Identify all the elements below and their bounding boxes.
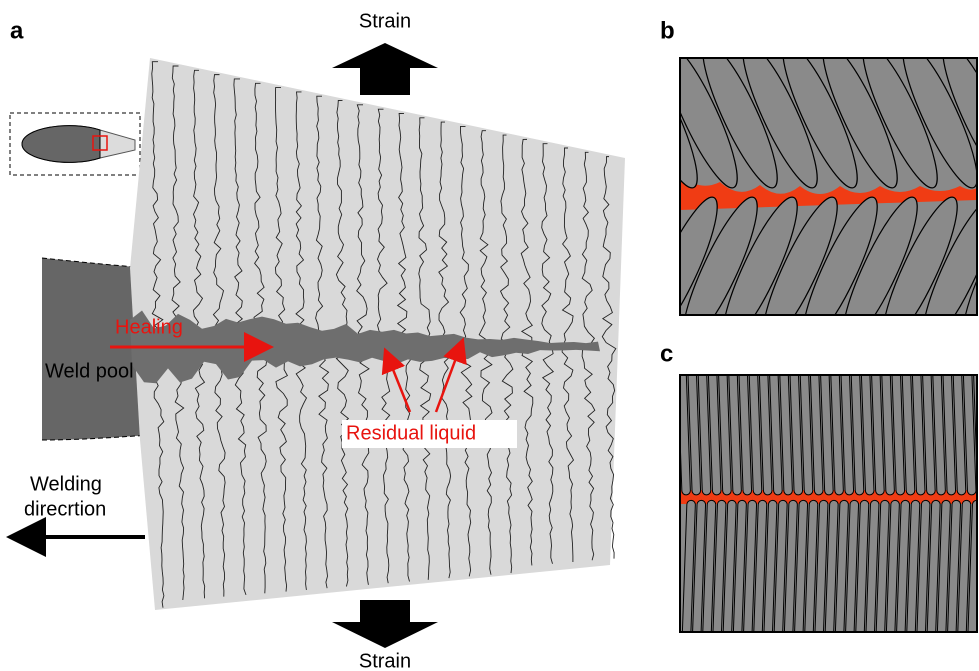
grain — [870, 375, 885, 496]
grain — [753, 499, 768, 632]
grain — [921, 375, 936, 496]
grain — [881, 375, 895, 496]
grain — [932, 375, 946, 496]
grain — [901, 375, 916, 496]
weld-pool — [42, 258, 150, 440]
annotation: Weld pool — [45, 360, 134, 382]
grain — [809, 375, 824, 496]
strain-arrow — [332, 600, 438, 648]
grain — [842, 196, 918, 315]
panel-frame — [679, 374, 978, 633]
annotation: Welding — [30, 473, 102, 495]
grain — [850, 375, 865, 496]
grain — [722, 499, 737, 632]
grain — [691, 499, 707, 632]
grain — [732, 499, 747, 632]
grain — [789, 375, 804, 496]
grain — [680, 196, 718, 315]
grain — [763, 499, 778, 632]
dendrite — [581, 151, 596, 561]
grain — [840, 375, 855, 496]
grain — [834, 499, 849, 632]
grain — [680, 58, 738, 189]
grain — [783, 499, 798, 632]
grain — [830, 375, 844, 496]
grain — [722, 196, 798, 315]
annotation: Strain — [359, 650, 411, 671]
grain — [793, 499, 809, 632]
grain — [946, 499, 962, 632]
grain — [782, 58, 858, 189]
dendrite — [601, 156, 617, 559]
inset-marker — [92, 135, 108, 151]
grain — [773, 499, 788, 632]
grain — [926, 499, 941, 632]
panel-label: a — [10, 17, 24, 44]
grain — [906, 499, 921, 632]
inset-pool — [21, 125, 101, 163]
grain — [911, 375, 926, 496]
grain — [768, 375, 783, 496]
panel-label: b — [660, 17, 675, 44]
pointer-arrow — [434, 337, 467, 413]
grain — [702, 499, 717, 632]
annotation: Strain — [359, 10, 411, 32]
grain — [802, 196, 878, 315]
label-box — [342, 420, 517, 448]
grain — [844, 499, 860, 632]
strain-arrow — [332, 43, 438, 95]
grain — [902, 58, 977, 189]
grain — [814, 499, 829, 632]
grain — [882, 196, 958, 315]
dendrite — [561, 147, 575, 562]
grain — [681, 499, 696, 632]
pointer-arrow — [381, 347, 412, 413]
grain — [680, 58, 698, 189]
grain — [748, 375, 763, 496]
grain — [916, 499, 931, 632]
grain — [742, 58, 818, 189]
dendrite — [541, 143, 555, 564]
grain — [762, 196, 838, 315]
grain — [712, 499, 727, 632]
grain — [738, 375, 753, 496]
grain — [860, 375, 875, 496]
annotation: Residual liquid — [346, 422, 476, 444]
grain — [895, 499, 911, 632]
grain — [936, 499, 951, 632]
grain — [855, 499, 870, 632]
grain — [865, 499, 880, 632]
grain — [702, 58, 778, 189]
panel-frame — [679, 57, 978, 316]
grain — [957, 499, 972, 632]
grain — [952, 375, 967, 496]
grain — [804, 499, 819, 632]
grain — [885, 499, 900, 632]
grain — [922, 196, 977, 315]
grain — [822, 58, 898, 189]
panel-label: c — [660, 340, 673, 367]
grain — [942, 58, 977, 189]
grain — [682, 196, 758, 315]
grain — [799, 375, 814, 496]
liquid-channel — [130, 310, 600, 384]
annotation: Healing — [115, 316, 183, 338]
grain — [687, 375, 702, 496]
grain — [697, 375, 712, 496]
grain — [875, 499, 890, 632]
grain — [707, 375, 722, 496]
annotation: direcrtion — [24, 498, 106, 520]
grain — [717, 375, 732, 496]
grain — [742, 499, 758, 632]
grain — [891, 375, 906, 496]
grain — [758, 375, 773, 496]
grain — [819, 375, 834, 496]
grain — [942, 375, 957, 496]
grain — [862, 58, 938, 189]
grain — [728, 375, 742, 496]
grain — [824, 499, 839, 632]
grain — [779, 375, 793, 496]
grain — [962, 375, 977, 496]
